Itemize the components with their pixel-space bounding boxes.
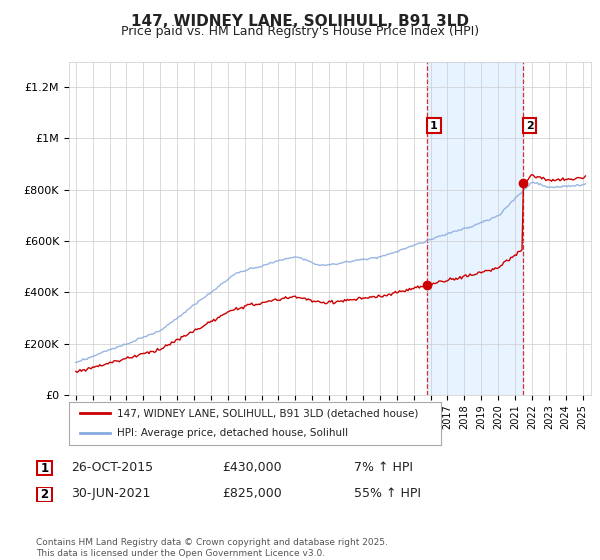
Text: 26-OCT-2015: 26-OCT-2015 <box>71 461 153 474</box>
Text: 147, WIDNEY LANE, SOLIHULL, B91 3LD: 147, WIDNEY LANE, SOLIHULL, B91 3LD <box>131 14 469 29</box>
Text: 1: 1 <box>430 120 438 130</box>
Text: HPI: Average price, detached house, Solihull: HPI: Average price, detached house, Soli… <box>118 428 349 438</box>
Text: £825,000: £825,000 <box>222 487 282 501</box>
Text: 7% ↑ HPI: 7% ↑ HPI <box>354 461 413 474</box>
Text: 30-JUN-2021: 30-JUN-2021 <box>71 487 150 501</box>
Bar <box>427 62 523 395</box>
Text: 147, WIDNEY LANE, SOLIHULL, B91 3LD (detached house): 147, WIDNEY LANE, SOLIHULL, B91 3LD (det… <box>118 408 419 418</box>
Text: Price paid vs. HM Land Registry's House Price Index (HPI): Price paid vs. HM Land Registry's House … <box>121 25 479 38</box>
Text: £430,000: £430,000 <box>222 461 281 474</box>
Text: 2: 2 <box>40 488 49 501</box>
Text: 2: 2 <box>526 120 534 130</box>
Text: Contains HM Land Registry data © Crown copyright and database right 2025.
This d: Contains HM Land Registry data © Crown c… <box>36 538 388 558</box>
Text: 55% ↑ HPI: 55% ↑ HPI <box>354 487 421 501</box>
Text: 1: 1 <box>40 461 49 475</box>
